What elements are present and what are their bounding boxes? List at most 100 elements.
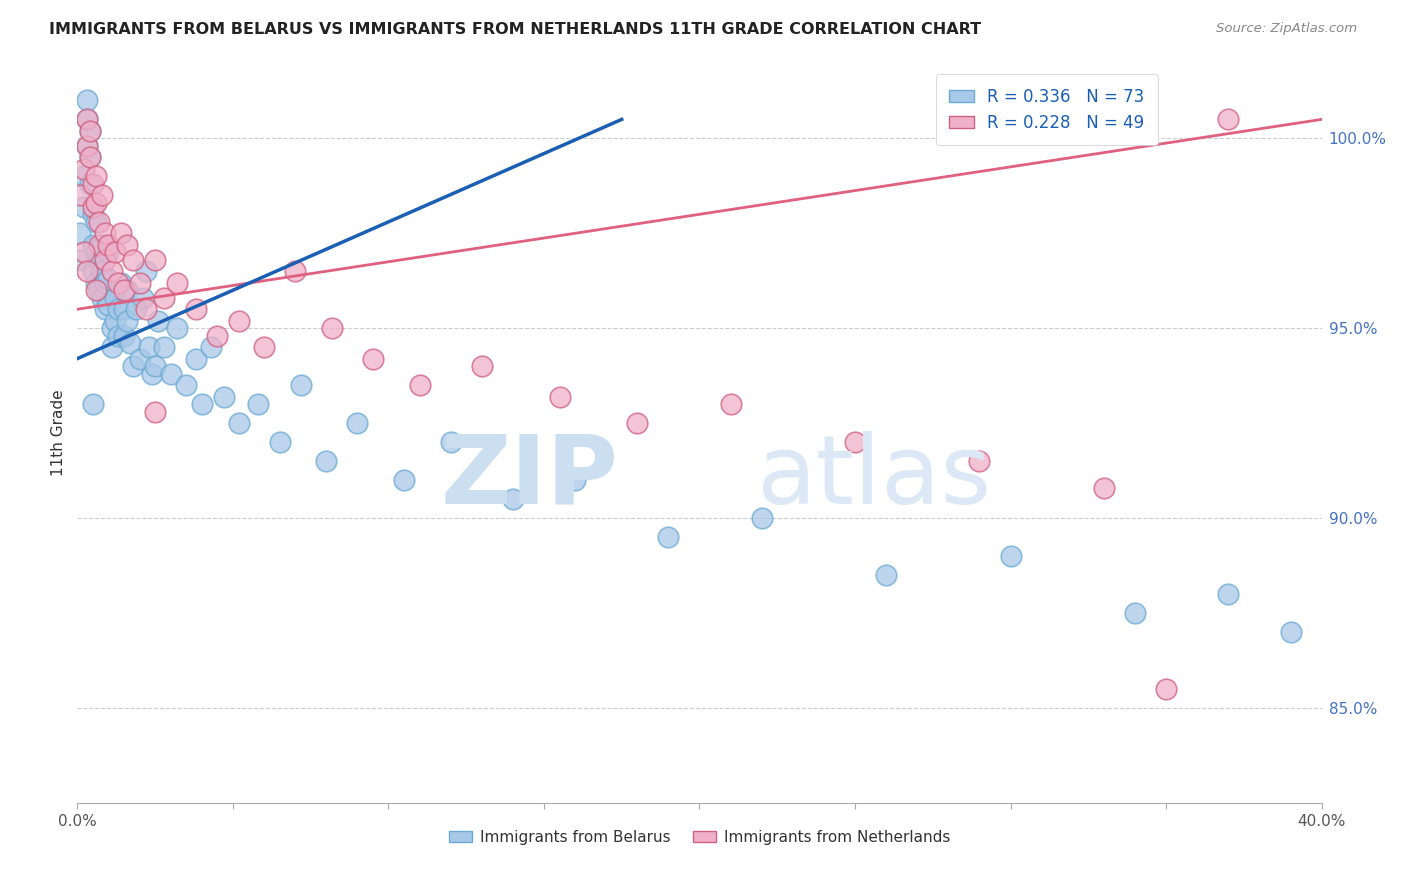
Point [125, 302, 148, 317]
Point [148, 313, 170, 327]
Point [1123, 606, 1146, 620]
Point [720, 397, 742, 411]
Point [1000, 549, 1022, 563]
Text: Source: ZipAtlas.com: Source: ZipAtlas.com [1216, 22, 1357, 36]
Point [76, 139, 98, 153]
Point [104, 245, 127, 260]
Point [82, 207, 104, 221]
Point [72, 169, 94, 184]
Point [84, 245, 107, 260]
Legend: Immigrants from Belarus, Immigrants from Netherlands: Immigrants from Belarus, Immigrants from… [443, 823, 956, 851]
Point [104, 313, 127, 327]
Point [408, 378, 430, 392]
Point [875, 568, 897, 582]
Point [91, 264, 114, 278]
Point [184, 302, 207, 317]
Point [122, 252, 145, 267]
Point [969, 454, 991, 468]
Point [112, 302, 135, 317]
Point [212, 390, 235, 404]
Point [190, 397, 214, 411]
Point [502, 491, 524, 506]
Point [84, 215, 107, 229]
Point [100, 340, 122, 354]
Point [107, 302, 129, 317]
Point [361, 351, 384, 366]
Point [548, 390, 571, 404]
Point [284, 264, 307, 278]
Point [84, 283, 107, 297]
Point [91, 291, 114, 305]
Point [131, 291, 153, 305]
Point [94, 302, 117, 317]
Point [174, 378, 197, 392]
Point [87, 237, 110, 252]
Point [1279, 624, 1302, 639]
Point [290, 378, 312, 392]
Point [79, 177, 101, 191]
Point [120, 336, 142, 351]
Point [321, 321, 343, 335]
Point [94, 276, 117, 290]
Point [657, 530, 679, 544]
Point [392, 473, 415, 487]
Point [97, 237, 120, 252]
Point [115, 283, 138, 297]
Point [143, 359, 166, 374]
Point [471, 359, 494, 374]
Point [97, 272, 120, 286]
Point [135, 302, 157, 317]
Point [166, 276, 188, 290]
Point [82, 200, 104, 214]
Point [79, 150, 101, 164]
Point [107, 276, 129, 290]
Y-axis label: 11th Grade: 11th Grade [51, 389, 66, 476]
Point [100, 321, 122, 335]
Point [91, 237, 114, 252]
Point [269, 435, 291, 450]
Point [110, 227, 132, 241]
Point [79, 124, 101, 138]
Point [143, 252, 166, 267]
Point [751, 511, 773, 525]
Point [69, 252, 91, 267]
Point [84, 169, 107, 184]
Point [184, 351, 207, 366]
Point [159, 367, 181, 381]
Point [76, 112, 98, 127]
Point [82, 177, 104, 191]
Point [246, 397, 269, 411]
Point [207, 328, 229, 343]
Point [200, 340, 222, 354]
Point [69, 188, 91, 202]
Point [228, 313, 250, 327]
Text: atlas: atlas [756, 431, 991, 524]
Point [228, 416, 250, 430]
Point [76, 264, 98, 278]
Point [110, 276, 132, 290]
Point [82, 397, 104, 411]
Point [253, 340, 276, 354]
Point [72, 200, 94, 214]
Point [79, 150, 101, 164]
Point [626, 416, 648, 430]
Text: IMMIGRANTS FROM BELARUS VS IMMIGRANTS FROM NETHERLANDS 11TH GRADE CORRELATION CH: IMMIGRANTS FROM BELARUS VS IMMIGRANTS FR… [49, 22, 981, 37]
Text: ZIP: ZIP [440, 431, 619, 524]
Point [72, 161, 94, 176]
Point [315, 454, 337, 468]
Point [100, 264, 122, 278]
Point [97, 298, 120, 312]
Point [97, 245, 120, 260]
Point [439, 435, 461, 450]
Point [141, 367, 163, 381]
Point [564, 473, 586, 487]
Point [94, 252, 117, 267]
Point [107, 328, 129, 343]
Point [128, 351, 150, 366]
Point [153, 291, 176, 305]
Point [76, 94, 98, 108]
Point [79, 124, 101, 138]
Point [94, 227, 117, 241]
Point [1154, 681, 1177, 696]
Point [844, 435, 866, 450]
